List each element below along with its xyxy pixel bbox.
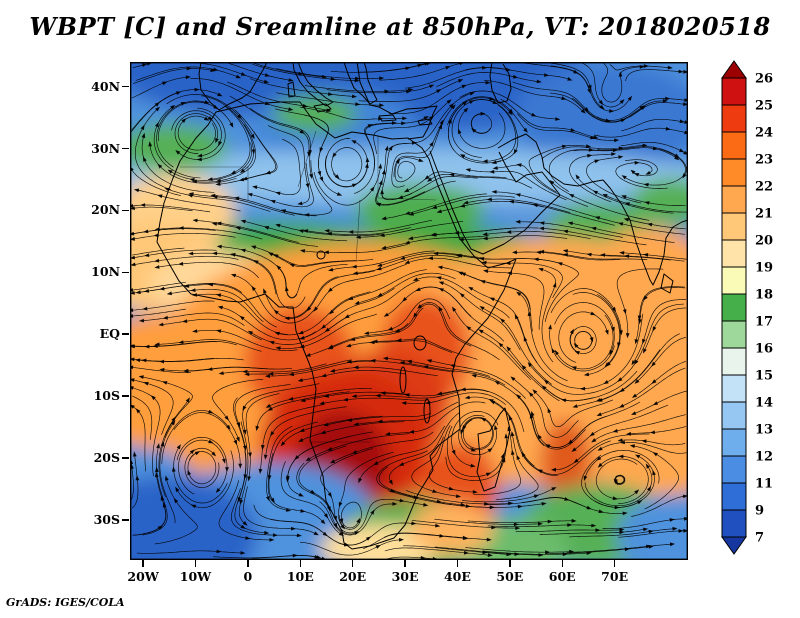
svg-text:22: 22 [755, 180, 773, 195]
lon-tick-label: 20W [127, 569, 159, 584]
svg-text:13: 13 [755, 423, 773, 438]
lon-tick-label: 40E [443, 569, 471, 584]
lat-tick [122, 519, 129, 521]
lon-tick-label: 10W [179, 569, 212, 584]
lon-tick [509, 560, 511, 567]
lon-tick-label: 0 [243, 569, 253, 584]
svg-text:14: 14 [755, 396, 773, 411]
svg-text:21: 21 [755, 207, 773, 222]
lon-tick-label: 10E [286, 569, 314, 584]
border-line [377, 136, 437, 201]
lon-tick-label: 30E [391, 569, 419, 584]
plot-title: WBPT [C] and Sreamline at 850hPa, VT: 20… [29, 12, 771, 41]
svg-text:25: 25 [755, 99, 773, 114]
svg-text:7: 7 [755, 531, 764, 546]
map-svg [130, 62, 688, 560]
coastline-madagascar [476, 407, 511, 492]
border-line [355, 199, 361, 263]
svg-text:24: 24 [755, 126, 773, 141]
coastline-caspian [489, 62, 512, 104]
svg-text:17: 17 [755, 315, 773, 330]
lon-tick [142, 560, 144, 567]
lat-tick [122, 209, 129, 212]
lat-tick [122, 271, 129, 274]
lat-tick-label: 10S [93, 388, 120, 404]
credit-text: GrADS: IGES/COLA [6, 596, 125, 609]
plot-frame [130, 62, 688, 560]
lat-tick [122, 85, 129, 88]
lake-victoria [413, 335, 427, 351]
lon-tick [194, 560, 197, 567]
lat-tick [122, 457, 129, 459]
coastline-iran-india [497, 133, 688, 286]
lat-tick [122, 333, 129, 335]
lon-tick-label: 20E [339, 569, 367, 584]
lat-tick-label: 40N [91, 78, 120, 94]
coastline-africa [156, 101, 517, 550]
lat-tick-label: 30S [93, 511, 120, 527]
svg-text:18: 18 [755, 288, 773, 303]
lon-tick [351, 560, 354, 567]
streamlines [130, 62, 688, 560]
colorbar: 7 9 11 12 13 14 15 16 17 18 19 20 21 22 23 24 25 26 [721, 60, 773, 555]
lake-malawi [423, 398, 431, 424]
svg-text:16: 16 [755, 342, 773, 357]
svg-text:26: 26 [755, 72, 773, 87]
lat-tick-label: 30N [91, 140, 120, 156]
coastline-greece [343, 62, 378, 105]
lat-tick-label: 20S [93, 449, 120, 465]
lon-tick [404, 560, 406, 567]
coastline-levant-turkey [356, 62, 438, 140]
lat-tick-label: EQ [99, 326, 120, 342]
lon-tick-label: 50E [496, 569, 524, 584]
lon-tick [561, 560, 563, 567]
lon-tick [247, 560, 249, 567]
lake-chad [316, 250, 326, 260]
lat-tick-label: 10N [91, 264, 120, 280]
coastline-italy [292, 62, 334, 107]
svg-text:12: 12 [755, 450, 773, 465]
svg-text:20: 20 [755, 234, 773, 249]
coastline-sri-lanka [660, 273, 674, 294]
lat-tick-label: 20N [91, 202, 120, 218]
svg-text:11: 11 [755, 477, 773, 492]
svg-text:19: 19 [755, 261, 773, 276]
map-area [130, 62, 688, 560]
lon-tick [299, 560, 302, 567]
svg-text:23: 23 [755, 153, 773, 168]
lon-tick [456, 560, 459, 567]
lon-tick [613, 560, 616, 567]
lat-tick [122, 395, 129, 397]
lon-tick-label: 60E [548, 569, 576, 584]
coastline-arabia [429, 150, 561, 255]
border-line [297, 130, 317, 188]
lat-tick [122, 147, 129, 150]
svg-text:15: 15 [755, 369, 773, 384]
svg-text:9: 9 [755, 504, 764, 519]
lake-tanganyika [399, 366, 407, 394]
lon-tick-label: 70E [601, 569, 629, 584]
